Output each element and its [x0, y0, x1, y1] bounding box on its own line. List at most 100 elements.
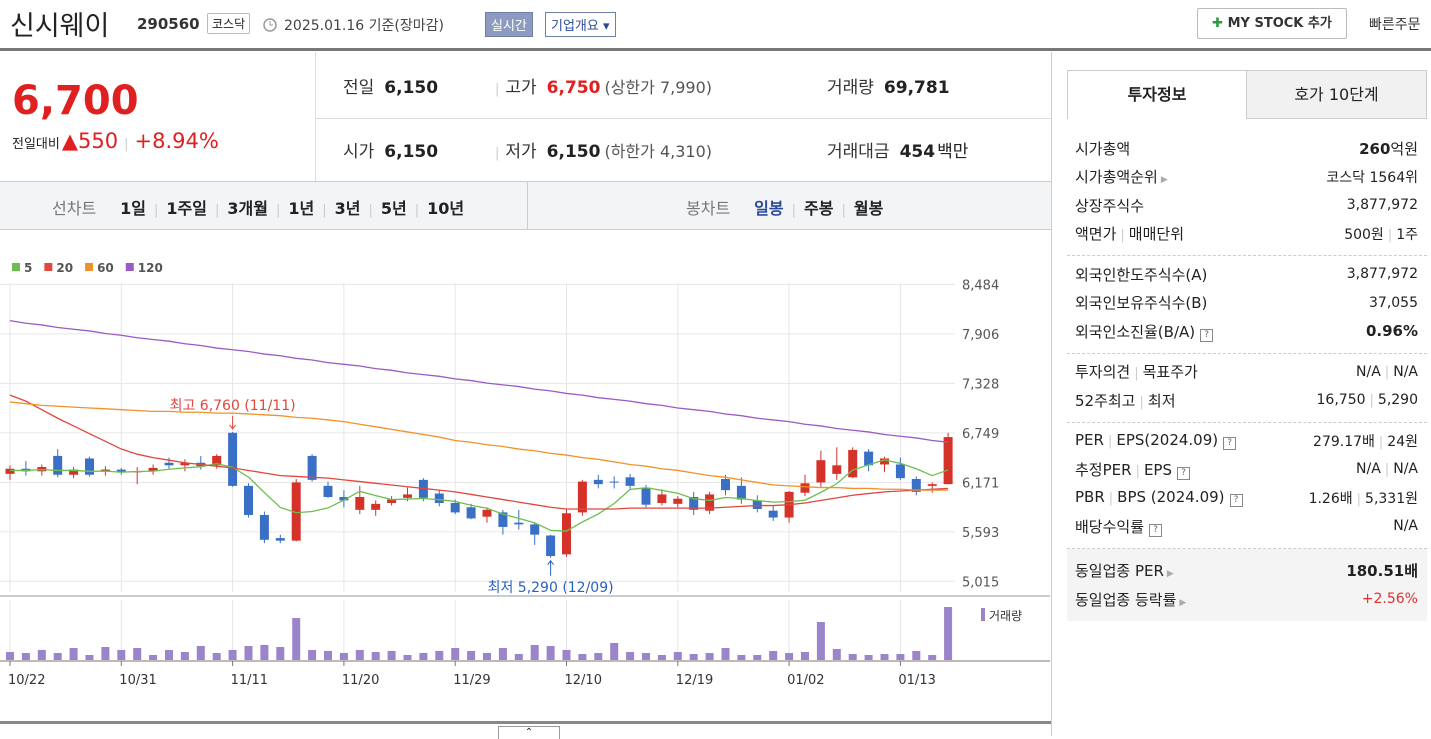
- volume-bar: [37, 649, 46, 660]
- value-text: 5,331원: [1365, 490, 1418, 507]
- volume-bar: [594, 653, 603, 660]
- volume-bar: [21, 653, 30, 660]
- info-value: 코스닥 1564위: [1326, 167, 1418, 187]
- candle-body: [895, 464, 905, 479]
- candle-body: [339, 496, 349, 501]
- value-text: N/A: [1356, 363, 1381, 380]
- info-value: 16,750 | 5,290: [1317, 392, 1418, 408]
- x-tick-label: 11/11: [231, 673, 268, 688]
- help-icon[interactable]: ?: [1149, 523, 1163, 537]
- realtime-button[interactable]: 실시간: [485, 12, 533, 37]
- quote-label: 전일: [343, 78, 375, 98]
- y-tick-label: 8,484: [962, 278, 999, 293]
- sep: |: [322, 203, 327, 218]
- info-row: 52주최고 | 최저 16,750 | 5,290: [1067, 386, 1427, 415]
- period[interactable]: 월봉: [853, 199, 884, 218]
- y-tick-label: 6,171: [962, 476, 999, 491]
- collapse-button[interactable]: ⌃: [498, 726, 560, 739]
- candle-body: [85, 458, 94, 475]
- candle-body: [943, 437, 953, 485]
- candle-body: [530, 524, 540, 535]
- candle-body: [609, 481, 619, 483]
- candle-periods: 봉차트 일봉 | 주봉 | 월봉: [678, 195, 899, 219]
- period[interactable]: 1일: [120, 199, 147, 218]
- value-text: 180.51배: [1346, 562, 1418, 581]
- volume-bar: [912, 650, 921, 660]
- x-tick-label: 11/29: [453, 673, 490, 688]
- period[interactable]: 일봉: [754, 199, 784, 218]
- mystock-button[interactable]: ✚ MY STOCK 추가: [1197, 8, 1347, 39]
- period[interactable]: 1주일: [166, 199, 207, 218]
- x-tick-label: 12/10: [565, 673, 602, 688]
- quote-label: 고가: [505, 78, 537, 98]
- info-label: 추정PER | EPS?: [1075, 459, 1190, 480]
- help-icon[interactable]: ?: [1176, 466, 1190, 480]
- volume-bar: [578, 653, 587, 660]
- quick-order[interactable]: 빠른주문: [1369, 17, 1421, 33]
- period[interactable]: 3년: [334, 199, 361, 218]
- arrow-icon: ▶: [1166, 569, 1174, 580]
- sep: |: [1384, 364, 1390, 380]
- candle-body: [927, 484, 937, 486]
- quote-value: 454: [899, 142, 936, 162]
- date-basis: 기준(장마감): [368, 18, 444, 34]
- candle-body: [100, 469, 110, 472]
- volume-bar: [816, 622, 825, 660]
- candle-body: [880, 458, 889, 465]
- candle-body: [371, 503, 381, 510]
- quote-note: (하한가 4,310): [604, 142, 712, 161]
- period[interactable]: 1년: [288, 199, 315, 218]
- info-label: 시가총액순위 ▶: [1075, 166, 1168, 187]
- info-row: PER | EPS(2024.09)? 279.17배 | 24원: [1067, 427, 1427, 456]
- label-text: BPS (2024.09): [1117, 488, 1225, 507]
- quote-value: 6,150: [546, 142, 601, 162]
- help-icon[interactable]: ?: [1223, 437, 1237, 451]
- volume-bar: [180, 652, 189, 660]
- label-text: 투자의견: [1075, 363, 1131, 382]
- info-label: 투자의견 | 목표주가: [1075, 361, 1198, 382]
- candle-body: [800, 483, 810, 493]
- ma-line: [10, 459, 949, 532]
- price-text: 6,700: [12, 78, 139, 124]
- value-text: N/A: [1356, 461, 1381, 478]
- help-icon[interactable]: ?: [1200, 328, 1214, 342]
- value-text: 1주: [1396, 226, 1418, 243]
- tab-active[interactable]: 투자정보: [1067, 70, 1247, 119]
- info-row: 외국인한도주식수(A) 3,877,972: [1067, 260, 1427, 289]
- info-row: 외국인보유주식수(B) 37,055: [1067, 289, 1427, 318]
- change-label: 전일대비: [12, 137, 60, 152]
- info-row: 외국인소진율(B/A)? 0.96%: [1067, 317, 1427, 346]
- overview-text[interactable]: 기업개요: [551, 19, 599, 34]
- label-text: PER: [1075, 431, 1104, 450]
- quote-item: 시가 6,150: [343, 137, 438, 162]
- volume-label: 거래량: [989, 609, 1022, 623]
- sep: |: [495, 82, 500, 97]
- period[interactable]: 10년: [427, 199, 465, 218]
- candle-body: [5, 468, 15, 474]
- value-text: 1.26배: [1308, 490, 1353, 507]
- sep: |: [368, 203, 373, 218]
- overview-button[interactable]: 기업개요 ▾: [545, 12, 616, 37]
- info-label: PER | EPS(2024.09)?: [1075, 431, 1237, 451]
- candle-body: [546, 535, 556, 557]
- value-text: 3,877,972: [1346, 266, 1418, 283]
- volume-bar: [737, 654, 746, 660]
- candle-body: [323, 485, 333, 497]
- period[interactable]: 5년: [380, 199, 407, 218]
- help-icon[interactable]: ?: [1229, 494, 1243, 508]
- info-label: 시가총액: [1075, 138, 1130, 159]
- period[interactable]: 주봉: [804, 199, 834, 218]
- candle-body: [259, 514, 269, 540]
- candle-body: [355, 496, 365, 510]
- volume-legend-swatch: [981, 608, 985, 621]
- tab[interactable]: 호가 10단계: [1246, 70, 1427, 119]
- quote-item: 전일 6,150: [343, 73, 438, 98]
- candle-body: [387, 499, 397, 503]
- quote-value: 6,150: [384, 142, 439, 162]
- info-row: 상장주식수 3,877,972: [1067, 191, 1427, 220]
- candle-body: [816, 460, 826, 483]
- info-label: 배당수익률?: [1075, 516, 1163, 537]
- mystock-text[interactable]: MY STOCK 추가: [1227, 16, 1332, 31]
- period[interactable]: 3개월: [227, 199, 268, 218]
- label-text: 외국인한도주식수(A): [1075, 265, 1208, 284]
